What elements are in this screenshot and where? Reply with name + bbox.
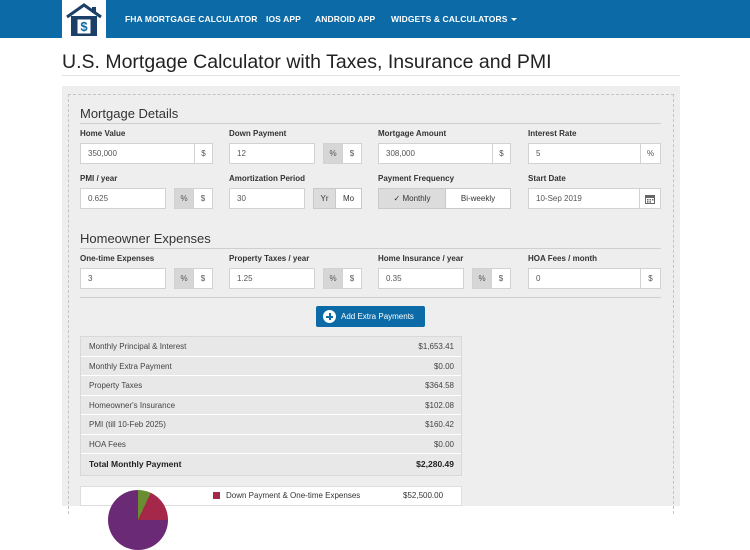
- frequency-monthly-button[interactable]: ✓ Monthly: [378, 188, 446, 209]
- property-taxes-percent-toggle[interactable]: %: [323, 268, 343, 289]
- hoa-fees-dollar-addon: $: [640, 268, 661, 289]
- section-divider: [80, 297, 661, 298]
- add-extra-payments-label: Add Extra Payments: [341, 312, 414, 321]
- property-taxes-dollar-toggle[interactable]: $: [342, 268, 362, 289]
- summary-row: PMI (till 10-Feb 2025) $160.42: [81, 415, 461, 435]
- summary-row: Homeowner's Insurance $102.08: [81, 396, 461, 415]
- chevron-down-icon: [510, 18, 517, 22]
- one-time-percent-toggle[interactable]: %: [174, 268, 194, 289]
- summary-total-row: Total Monthly Payment $2,280.49: [81, 454, 461, 476]
- legend-value: $52,500.00: [403, 491, 444, 500]
- down-payment-input[interactable]: 12: [229, 143, 315, 164]
- summary-row-value: $0.00: [433, 361, 454, 371]
- mortgage-amount-input[interactable]: 308,000: [378, 143, 493, 164]
- summary-row-value: $0.00: [433, 439, 454, 449]
- section-divider: [80, 123, 661, 124]
- label-home-value: Home Value: [80, 129, 126, 138]
- summary-row: Monthly Principal & Interest $1,653.41: [81, 337, 461, 357]
- nav-link-widgets-label: WIDGETS & CALCULATORS: [391, 14, 508, 24]
- amortization-input[interactable]: 30: [229, 188, 305, 209]
- interest-rate-input[interactable]: 5: [528, 143, 641, 164]
- label-mortgage-amount: Mortgage Amount: [378, 129, 447, 138]
- check-icon: ✓: [393, 194, 401, 203]
- legend-label: Down Payment & One-time Expenses: [226, 491, 361, 500]
- top-navbar: $ FHA MORTGAGE CALCULATOR IOS APP ANDROI…: [0, 0, 750, 42]
- label-home-insurance: Home Insurance / year: [378, 254, 464, 263]
- add-extra-payments-button[interactable]: Add Extra Payments: [316, 306, 425, 327]
- panel-border: [68, 94, 674, 514]
- summary-row-label: Property Taxes: [89, 381, 143, 390]
- breakdown-pie-chart: [108, 490, 168, 550]
- one-time-input[interactable]: 3: [80, 268, 166, 289]
- label-payment-frequency: Payment Frequency: [378, 174, 455, 183]
- section-divider: [80, 248, 661, 249]
- svg-text:$: $: [80, 19, 88, 34]
- amortization-years-toggle[interactable]: Yr: [313, 188, 336, 209]
- label-down-payment: Down Payment: [229, 129, 287, 138]
- section-title-mortgage: Mortgage Details: [80, 106, 179, 121]
- home-value-input[interactable]: 350,000: [80, 143, 195, 164]
- summary-total-label: Total Monthly Payment: [89, 459, 182, 469]
- start-date-input[interactable]: 10-Sep 2019: [528, 188, 640, 209]
- calendar-icon[interactable]: [639, 188, 661, 209]
- summary-row: Property Taxes $364.58: [81, 376, 461, 396]
- nav-link-widgets[interactable]: WIDGETS & CALCULATORS: [391, 14, 517, 24]
- label-hoa-fees: HOA Fees / month: [528, 254, 598, 263]
- amortization-months-toggle[interactable]: Mo: [335, 188, 362, 209]
- legend-swatch: [213, 492, 220, 499]
- frequency-biweekly-button[interactable]: Bi-weekly: [445, 188, 511, 209]
- label-one-time: One-time Expenses: [80, 254, 155, 263]
- summary-row-value: $102.08: [425, 400, 454, 410]
- summary-row-label: Monthly Extra Payment: [89, 361, 172, 371]
- home-insurance-input[interactable]: 0.35: [378, 268, 464, 289]
- logo-icon[interactable]: $: [62, 0, 106, 42]
- nav-link-android[interactable]: ANDROID APP: [315, 14, 376, 24]
- title-divider: [62, 75, 680, 76]
- summary-row-label: PMI (till 10-Feb 2025): [89, 420, 166, 429]
- one-time-dollar-toggle[interactable]: $: [193, 268, 213, 289]
- nav-link-fha[interactable]: FHA MORTGAGE CALCULATOR: [125, 14, 258, 24]
- nav-link-ios[interactable]: IOS APP: [266, 14, 301, 24]
- hoa-fees-input[interactable]: 0: [528, 268, 641, 289]
- label-pmi: PMI / year: [80, 174, 118, 183]
- interest-rate-percent-addon: %: [640, 143, 661, 164]
- summary-row-value: $364.58: [425, 381, 454, 390]
- label-interest-rate: Interest Rate: [528, 129, 577, 138]
- pmi-dollar-toggle[interactable]: $: [193, 188, 213, 209]
- section-title-expenses: Homeowner Expenses: [80, 231, 211, 246]
- pmi-percent-toggle[interactable]: %: [174, 188, 194, 209]
- summary-row: HOA Fees $0.00: [81, 435, 461, 454]
- down-payment-dollar-toggle[interactable]: $: [342, 143, 362, 164]
- home-insurance-dollar-toggle[interactable]: $: [491, 268, 511, 289]
- frequency-monthly-label: Monthly: [402, 194, 431, 203]
- summary-row-value: $160.42: [425, 420, 454, 429]
- summary-row-label: Monthly Principal & Interest: [89, 342, 187, 351]
- label-amortization: Amortization Period: [229, 174, 306, 183]
- plus-circle-icon: [323, 310, 336, 323]
- summary-row-label: Homeowner's Insurance: [89, 400, 176, 410]
- pmi-input[interactable]: 0.625: [80, 188, 166, 209]
- summary-row-value: $1,653.41: [418, 342, 454, 351]
- summary-row: Monthly Extra Payment $0.00: [81, 357, 461, 376]
- down-payment-percent-toggle[interactable]: %: [323, 143, 343, 164]
- summary-row-label: HOA Fees: [89, 439, 126, 449]
- payment-summary-table: Monthly Principal & Interest $1,653.41 M…: [80, 336, 462, 476]
- summary-total-value: $2,280.49: [416, 459, 454, 469]
- home-insurance-percent-toggle[interactable]: %: [472, 268, 492, 289]
- page-title: U.S. Mortgage Calculator with Taxes, Ins…: [62, 51, 552, 73]
- home-value-dollar-addon: $: [194, 143, 213, 164]
- mortgage-amount-dollar-addon: $: [492, 143, 511, 164]
- property-taxes-input[interactable]: 1.25: [229, 268, 315, 289]
- label-start-date: Start Date: [528, 174, 566, 183]
- label-property-taxes: Property Taxes / year: [229, 254, 310, 263]
